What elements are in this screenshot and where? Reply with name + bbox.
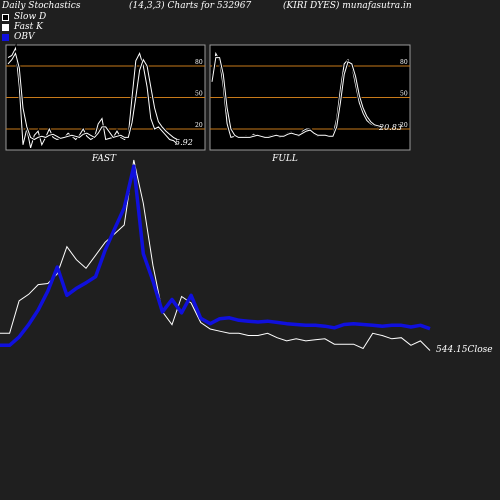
company-name: (KIRI DYES) munafasutra.in	[283, 1, 412, 11]
close-series-line	[0, 159, 431, 351]
full-last-value: 20.83	[378, 123, 402, 132]
full-tick-label: 20	[400, 122, 408, 129]
legend-item-obv: OBV	[2, 32, 46, 42]
legend-item-slow-d: Slow D	[2, 12, 46, 22]
chart-title: Daily Stochastics	[2, 1, 81, 11]
legend: Slow D Fast K OBV	[2, 12, 46, 42]
legend-label-obv: OBV	[14, 32, 35, 42]
legend-swatch-slow-d	[2, 13, 9, 21]
fast-panel-label: FAST	[91, 154, 117, 164]
fast-series-line-1	[7, 52, 178, 141]
legend-label-fast-k: Fast K	[14, 22, 43, 32]
legend-swatch-obv	[2, 33, 9, 41]
legend-swatch-fast-k	[2, 23, 9, 31]
full-panel-label: FULL	[271, 154, 298, 164]
fast-tick-label: 20	[195, 122, 203, 129]
close-last-value: 544.15Close	[436, 345, 493, 355]
legend-label-slow-d: Slow D	[14, 12, 47, 22]
full-tick-label: 80	[400, 59, 408, 66]
full-tick-label: 50	[400, 91, 408, 98]
chart-params: (14,3,3) Charts for 532967	[129, 1, 252, 11]
fast-tick-label: 50	[195, 91, 203, 98]
obv-series-line	[0, 164, 431, 348]
fast-series-line-0	[7, 46, 178, 149]
full-series-line-1	[211, 57, 383, 138]
legend-item-fast-k: Fast K	[2, 22, 46, 32]
fast-tick-label: 80	[195, 59, 203, 66]
fast-last-value: 5.92	[175, 138, 193, 147]
